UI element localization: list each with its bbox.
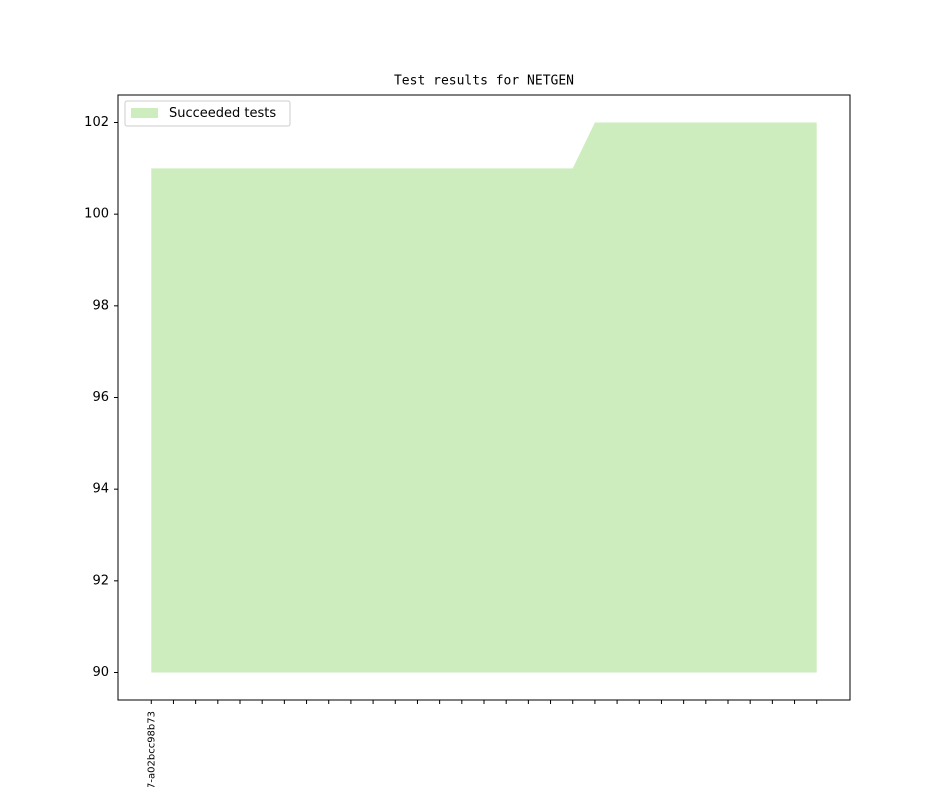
y-tick-label: 90 (92, 665, 109, 680)
area (151, 122, 817, 673)
y-tick-label: 96 (92, 390, 109, 405)
legend-box (124, 100, 291, 127)
y-tick-label: 98 (92, 298, 109, 313)
legend-label: Succeeded tests (169, 106, 276, 121)
x-tick-label: 7-a02bcc98b73 (146, 711, 157, 787)
legend-swatch (131, 108, 158, 118)
y-tick-label: 92 (92, 573, 109, 588)
y-tick-label: 102 (84, 115, 109, 130)
y-tick-label: 94 (92, 482, 109, 497)
chart-title: Test results for NETGEN (394, 74, 574, 89)
y-tick-label: 100 (84, 207, 109, 222)
